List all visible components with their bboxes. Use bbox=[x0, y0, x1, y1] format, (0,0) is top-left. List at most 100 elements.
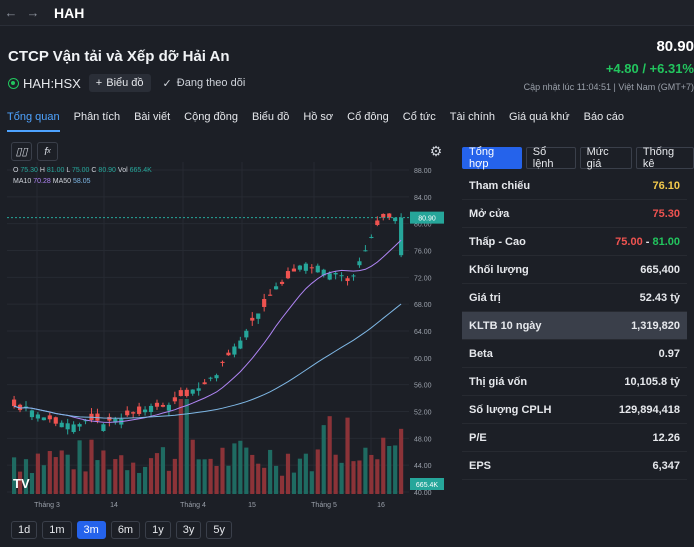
candle-body bbox=[131, 412, 136, 414]
candle-body bbox=[381, 213, 386, 218]
candle-body bbox=[166, 404, 171, 411]
ma50-value: 58.05 bbox=[72, 178, 91, 185]
forward-arrow-icon[interactable]: → bbox=[26, 5, 40, 20]
high-price: 81.00 bbox=[652, 235, 680, 248]
candle-body bbox=[232, 346, 237, 355]
x-tick-label: 15 bbox=[248, 502, 256, 509]
stat-label: P/E bbox=[469, 431, 487, 444]
follow-button[interactable]: ✓ Đang theo dõi bbox=[163, 77, 246, 90]
candle-body bbox=[315, 265, 320, 273]
stat-label: Khối lượng bbox=[469, 263, 529, 276]
stat-label: KLTB 10 ngày bbox=[469, 319, 542, 332]
volume-bar bbox=[238, 440, 243, 494]
candle-body bbox=[399, 217, 404, 256]
volume-bar bbox=[202, 459, 207, 494]
candle-body bbox=[279, 281, 285, 284]
volume-bar bbox=[41, 465, 46, 494]
market-status-icon bbox=[8, 77, 19, 89]
ma50-label: MA50 bbox=[52, 178, 72, 185]
settings-gear-icon[interactable]: ⚙ bbox=[429, 142, 443, 159]
volume-bar bbox=[214, 465, 219, 494]
period-button-3m[interactable]: 3m bbox=[76, 521, 106, 539]
tab-4[interactable]: Biểu đồ bbox=[252, 111, 290, 123]
stats-tab-3[interactable]: Thống kê bbox=[635, 146, 694, 170]
tab-7[interactable]: Cổ tức bbox=[402, 111, 436, 123]
tab-8[interactable]: Tài chính bbox=[449, 111, 496, 123]
tab-10[interactable]: Báo cáo bbox=[583, 111, 624, 123]
volume-bar bbox=[196, 459, 201, 494]
volume-bar bbox=[143, 466, 148, 494]
tab-0[interactable]: Tổng quan bbox=[7, 108, 60, 132]
period-button-5y[interactable]: 5y bbox=[206, 521, 232, 539]
volume-bar bbox=[393, 445, 398, 494]
volume-bar bbox=[83, 471, 88, 494]
volume-bar bbox=[47, 451, 52, 494]
volume-bar bbox=[351, 461, 356, 494]
period-button-1d[interactable]: 1d bbox=[11, 521, 38, 539]
stats-tab-2[interactable]: Mức giá bbox=[579, 146, 632, 170]
tab-2[interactable]: Bài viết bbox=[134, 111, 171, 123]
candle-body bbox=[339, 275, 344, 277]
tab-6[interactable]: Cổ đông bbox=[347, 111, 389, 123]
volume-bar bbox=[172, 458, 177, 494]
volume-bar bbox=[160, 447, 166, 494]
volume-bar bbox=[375, 459, 380, 494]
tab-3[interactable]: Cộng đồng bbox=[184, 111, 238, 123]
period-button-6m[interactable]: 6m bbox=[110, 521, 141, 539]
volume-bar bbox=[232, 443, 237, 494]
period-button-3y[interactable]: 3y bbox=[175, 521, 202, 539]
period-button-1m[interactable]: 1m bbox=[42, 521, 72, 539]
y-tick-label: 76.00 bbox=[414, 249, 432, 256]
tab-5[interactable]: Hồ sơ bbox=[303, 111, 334, 123]
candle-type-icon[interactable]: ▯▯ bbox=[11, 142, 32, 161]
candle-body bbox=[333, 272, 338, 275]
stat-value: 75.30 bbox=[652, 207, 680, 220]
volume-bar bbox=[107, 469, 112, 494]
volume-bar bbox=[12, 457, 17, 494]
price-chart[interactable]: 88.00 84.00 80.00 76.00 72.00 68.00 64.00 60.00… bbox=[7, 162, 447, 518]
volume-bar bbox=[113, 459, 118, 494]
candle-body bbox=[268, 294, 273, 296]
candle-body bbox=[321, 269, 326, 276]
candle-body bbox=[29, 410, 35, 418]
exchange-code: HAH:HSX bbox=[8, 76, 81, 91]
tab-9[interactable]: Giá quá khứ bbox=[509, 111, 570, 123]
candle-body bbox=[17, 404, 23, 411]
check-icon: ✓ bbox=[162, 77, 172, 90]
candle-body bbox=[41, 417, 46, 421]
volume-bar bbox=[262, 467, 267, 494]
volume-bar bbox=[125, 470, 130, 494]
volume-bar bbox=[77, 440, 82, 494]
volume-bar bbox=[119, 455, 124, 494]
stat-value: 52.43 tỷ bbox=[639, 291, 680, 304]
ma50-line bbox=[13, 303, 402, 419]
candle-body bbox=[369, 236, 374, 238]
candle-body bbox=[226, 352, 231, 356]
add-chart-button[interactable]: + Biểu đồ bbox=[88, 74, 151, 92]
stat-row: Beta 0.97 bbox=[462, 340, 687, 368]
stat-row: Số lượng CPLH 129,894,418 bbox=[462, 396, 687, 424]
stat-value: 10,105.8 tỷ bbox=[624, 375, 680, 388]
stats-tab-0[interactable]: Tổng hợp bbox=[462, 146, 522, 170]
candle-body bbox=[190, 389, 195, 394]
stat-row: P/E 12.26 bbox=[462, 424, 687, 452]
y-tick-label: 80.00 bbox=[414, 222, 432, 229]
period-button-1y[interactable]: 1y bbox=[145, 521, 171, 539]
stat-label: Thấp - Cao bbox=[469, 235, 526, 248]
back-arrow-icon[interactable]: ← bbox=[4, 5, 18, 20]
tab-1[interactable]: Phân tích bbox=[73, 111, 121, 123]
candle-body bbox=[143, 409, 148, 413]
exchange-label: HAH:HSX bbox=[23, 75, 81, 91]
top-bar: ← → HAH bbox=[0, 0, 694, 26]
stats-tab-1[interactable]: Sổ lệnh bbox=[525, 146, 576, 170]
volume-bar bbox=[53, 457, 58, 494]
main-tabs: Tổng quan Phân tích Bài viết Cộng đồng Biểu … bbox=[0, 108, 694, 132]
volume-bar bbox=[166, 470, 171, 494]
tradingview-logo-icon: TV bbox=[13, 476, 30, 491]
stat-label: Số lượng CPLH bbox=[469, 403, 552, 416]
candle-body bbox=[137, 406, 142, 414]
candle-body bbox=[12, 399, 17, 407]
range-separator: - bbox=[642, 235, 653, 248]
candle-body bbox=[357, 261, 362, 266]
